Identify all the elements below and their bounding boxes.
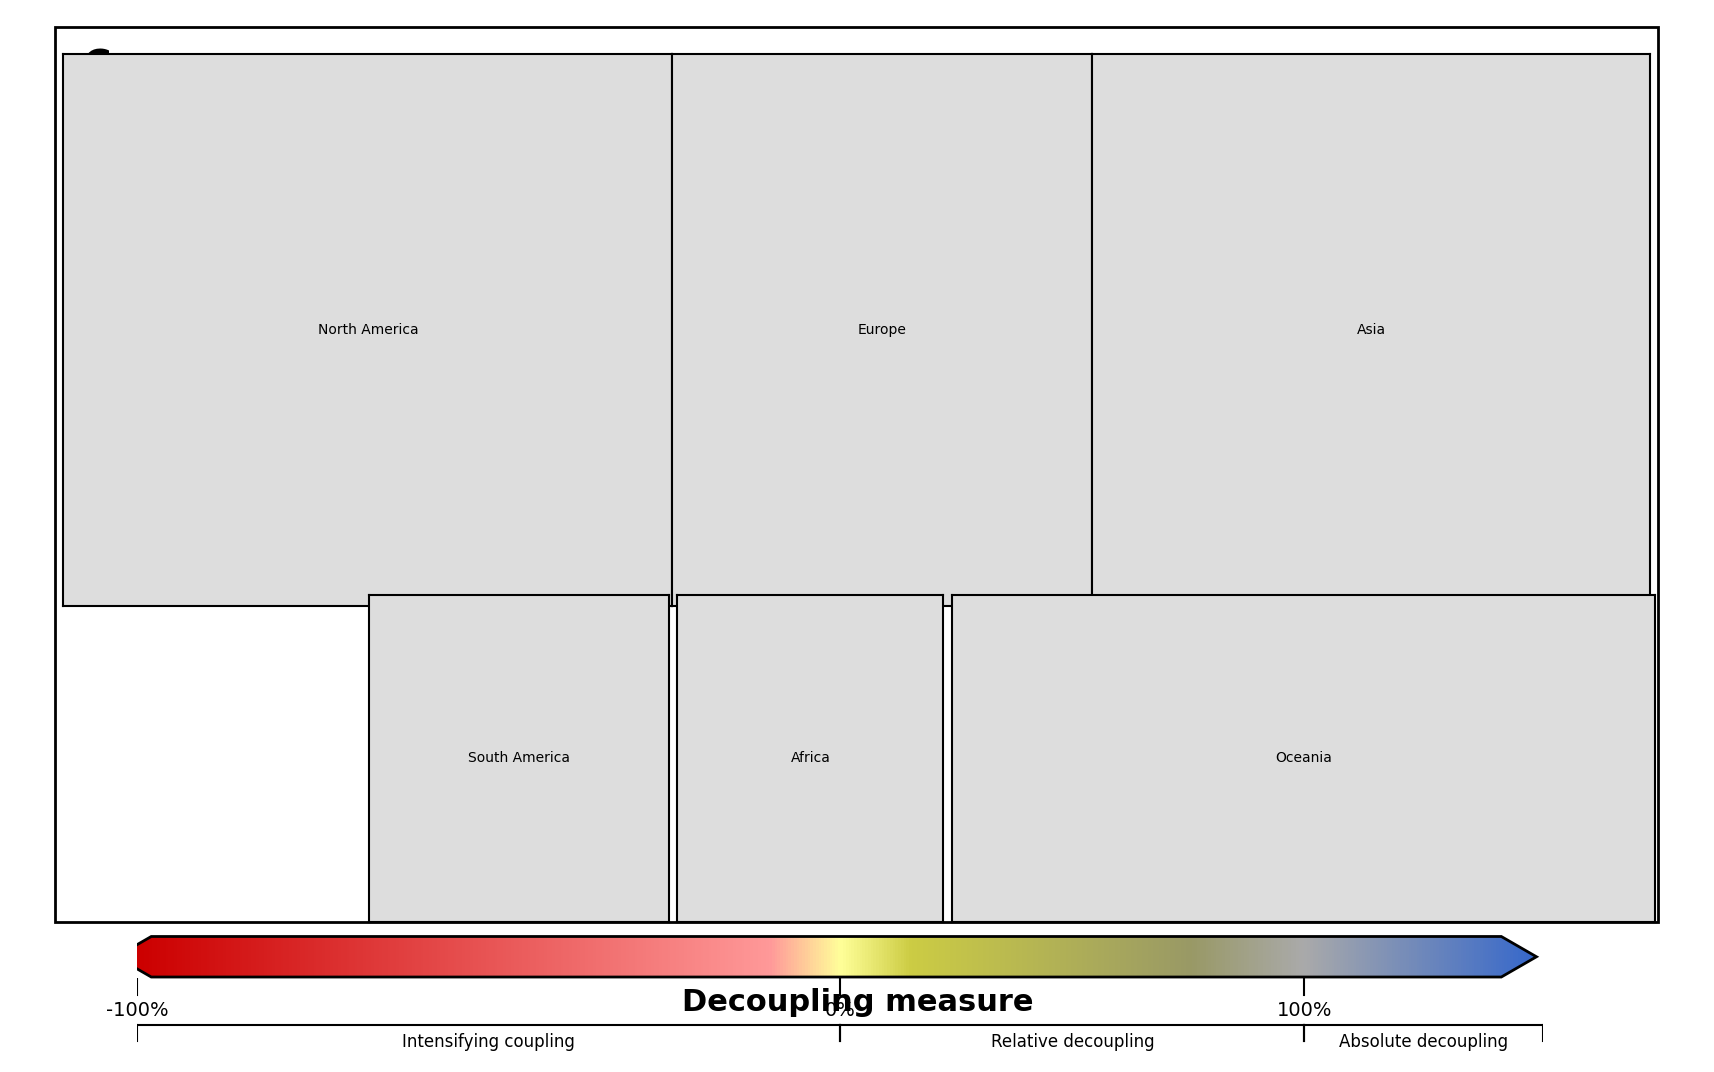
Text: Decoupling measure: Decoupling measure: [682, 987, 1032, 1017]
Text: Absolute decoupling: Absolute decoupling: [1339, 1032, 1508, 1051]
Text: Africa: Africa: [790, 751, 830, 765]
Text: C: C: [82, 48, 111, 86]
Text: 100%: 100%: [1275, 1001, 1332, 1021]
Text: North America: North America: [317, 323, 418, 337]
Text: Intensifying coupling: Intensifying coupling: [403, 1032, 574, 1051]
Text: Asia: Asia: [1356, 323, 1385, 337]
Text: Relative decoupling: Relative decoupling: [991, 1032, 1154, 1051]
Text: -100%: -100%: [106, 1001, 168, 1021]
Text: Europe: Europe: [857, 323, 907, 337]
Text: 0%: 0%: [824, 1001, 855, 1021]
FancyBboxPatch shape: [55, 27, 1657, 922]
Text: South America: South America: [468, 751, 569, 765]
Text: Oceania: Oceania: [1274, 751, 1332, 765]
Text: 2010-2020: 2010-2020: [223, 478, 389, 508]
